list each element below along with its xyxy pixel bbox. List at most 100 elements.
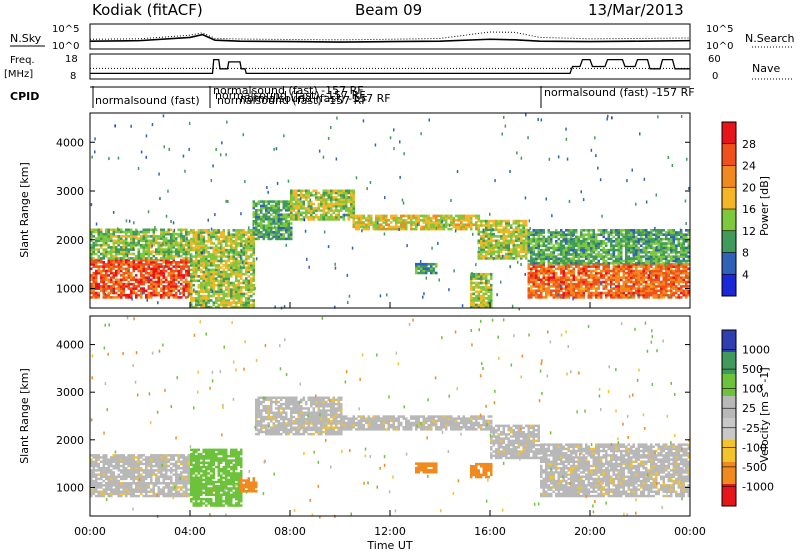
heat-cell [457,216,460,220]
heat-cell [545,246,548,250]
heat-cell [660,251,663,254]
heat-cell [150,239,153,243]
heat-speckle [369,181,372,184]
heat-cell [510,252,513,256]
heat-cell [247,297,250,300]
heat-cell [190,301,193,304]
heat-cell [490,237,493,240]
heat-cell [497,228,500,232]
heat-cell [300,200,303,204]
heat-cell [452,219,455,222]
heat-cell [340,196,343,199]
heat-cell [157,235,160,238]
heat-cell [540,244,543,247]
heat-cell [155,252,158,256]
heat-cell [640,287,643,290]
heat-cell [237,255,240,258]
heat-cell [647,282,650,286]
heat-cell [420,271,423,275]
heat-cell [487,222,490,225]
heat-cell [627,242,630,245]
heat-cell [297,204,300,208]
heat-cell [95,239,98,243]
heat-speckle [389,136,392,140]
heat-cell [585,240,588,243]
heat-cell [220,259,223,263]
heat-cell [630,251,633,254]
heat-cell [555,235,558,239]
heat-cell [560,242,563,245]
heat-cell [647,237,650,241]
heat-cell [672,246,675,250]
heat-cell [277,202,280,206]
heat-cell [117,235,120,238]
heat-cell [300,191,303,195]
heat-cell [172,261,175,264]
heat-cell [190,277,193,280]
heat-cell [575,261,578,265]
heat-cell [525,246,528,249]
heat-cell [647,274,650,277]
heat-cell [187,271,190,275]
heat-cell [580,296,583,299]
heat-cell [230,281,233,285]
heat-cell [645,231,648,234]
heat-cell [187,232,190,236]
heat-cell [545,257,548,261]
heat-cell [632,233,635,236]
heat-cell [365,219,368,222]
heat-cell [600,291,603,295]
heat-cell [532,237,535,241]
heat-cell [530,267,533,271]
heat-cell [465,227,468,231]
heat-cell [110,287,113,290]
heat-cell [345,198,348,201]
heat-cell [180,228,183,232]
heat-cell [327,189,330,193]
heat-cell [250,288,253,291]
heat-cell [170,269,173,273]
heat-cell [160,241,163,245]
heat-cell [610,246,613,250]
heat-cell [102,232,105,236]
heat-cell [360,216,363,220]
heat-cell [535,280,538,284]
heat-cell [167,280,170,284]
heat-speckle [475,263,477,267]
heat-cell [622,265,625,268]
heat-cell [555,259,558,263]
heat-cell [485,228,488,232]
heat-cell [97,258,100,262]
heat-cell [170,276,173,279]
heat-cell [457,223,460,226]
heat-cell [267,222,270,225]
heat-cell [140,289,143,293]
heat-cell [467,216,470,220]
heat-cell [230,248,233,252]
heat-cell [490,248,493,251]
heat-cell [555,280,558,284]
heat-cell [132,237,135,240]
heat-cell [167,291,170,295]
heat-cell [465,216,468,220]
heat-cell [600,293,603,297]
heat-cell [577,278,580,282]
heat-speckle [214,213,216,217]
heat-cell [237,270,240,274]
heat-cell [645,259,648,263]
heat-cell [317,198,320,201]
heat-cell [252,277,255,280]
heat-cell [172,254,175,258]
heat-cell [615,244,618,247]
heat-cell [515,248,518,251]
heat-cell [260,217,263,221]
heat-cell [527,259,530,263]
heat-cell [530,293,533,297]
heat-cell [567,257,570,261]
heat-cell [112,235,115,238]
heat-cell [227,235,230,239]
heat-speckle [509,170,511,173]
heat-cell [235,303,238,307]
heat-cell [580,231,583,234]
heat-cell [207,255,210,258]
